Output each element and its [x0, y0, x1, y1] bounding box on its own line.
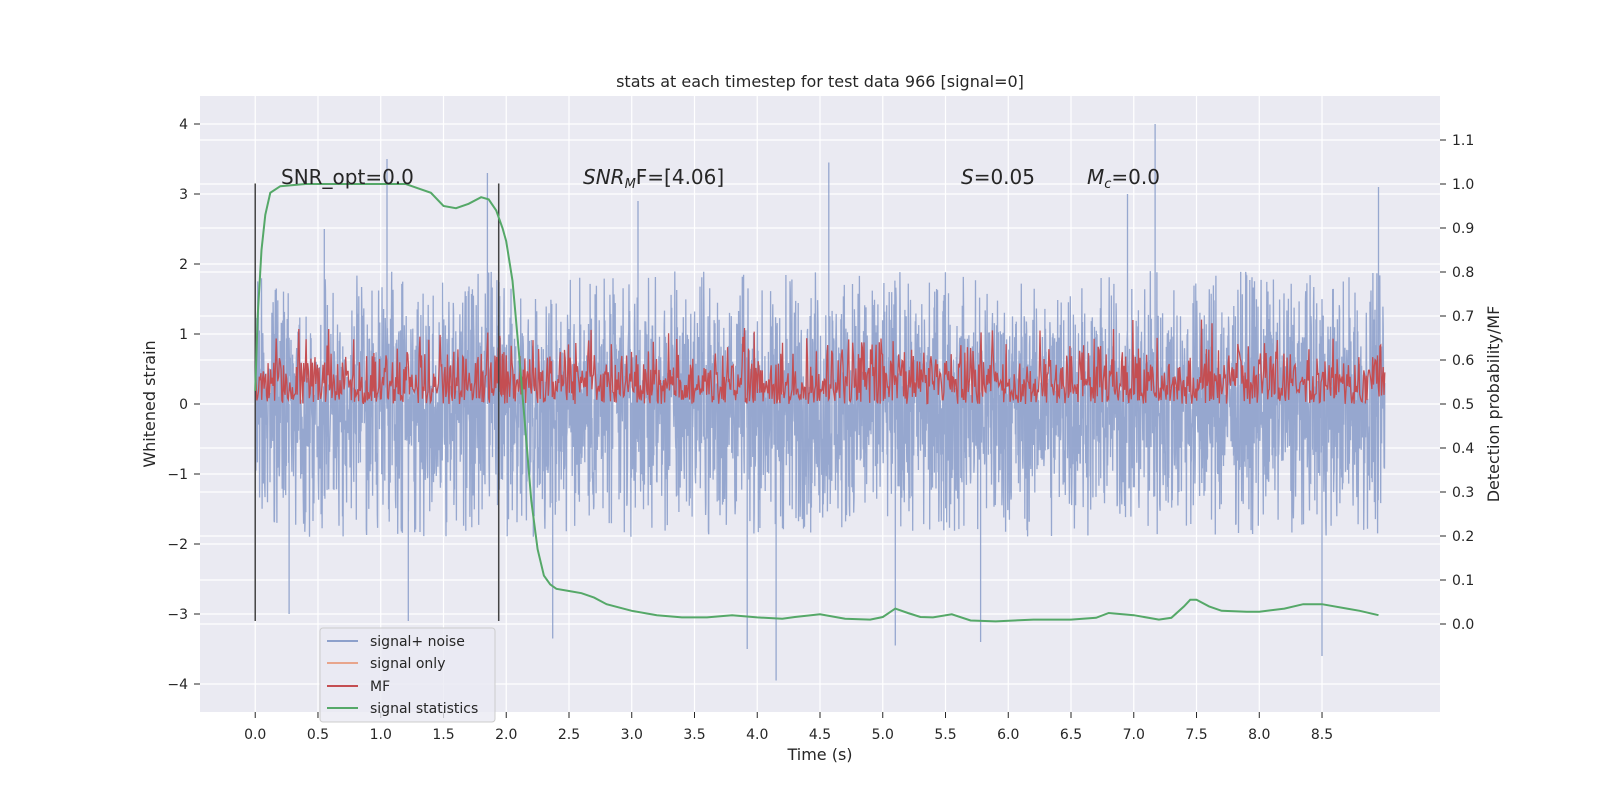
x-tick-label: 4.0	[746, 727, 768, 743]
left-axis-ticks: 4 3 2 1 0 −1 −2 −3 −4	[167, 117, 200, 693]
x-tick-label: 5.0	[872, 727, 894, 743]
x-tick-label: 1.5	[432, 727, 454, 743]
right-tick-label: 0.5	[1452, 397, 1474, 413]
legend-label-signal-noise: signal+ noise	[370, 634, 465, 650]
left-tick-label: 1	[179, 327, 188, 343]
legend-label-signal-statistics: signal statistics	[370, 701, 478, 717]
x-tick-label: 8.0	[1248, 727, 1270, 743]
vertical-markers	[254, 183, 500, 621]
left-tick-label: −3	[167, 607, 188, 623]
right-tick-label: 0.9	[1452, 221, 1474, 237]
annotation-s-stat: S=0.05	[961, 165, 1035, 189]
legend: signal+ noise signal only MF signal stat…	[319, 627, 496, 723]
mc-var: M	[1087, 165, 1104, 189]
left-tick-label: −1	[167, 467, 188, 483]
x-tick-label: 7.5	[1185, 727, 1207, 743]
y-axis-label: Whitened strain	[140, 340, 159, 467]
signal-noise-series	[254, 124, 1386, 681]
mc-rest: =0.0	[1111, 165, 1160, 189]
signal-noise-line	[254, 124, 1386, 681]
mf-series	[254, 319, 1386, 405]
chart-title: stats at each timestep for test data 966…	[616, 72, 1024, 91]
x-tick-label: 4.5	[809, 727, 831, 743]
signal-statistics-series	[254, 183, 1379, 623]
left-tick-label: −4	[167, 677, 188, 693]
legend-label-signal-only: signal only	[370, 656, 445, 672]
right-tick-label: 1.0	[1452, 177, 1474, 193]
right-tick-label: 0.2	[1452, 529, 1474, 545]
left-tick-label: 0	[179, 397, 188, 413]
x-tick-label: 3.0	[621, 727, 643, 743]
mf-line	[254, 319, 1386, 405]
legend-box	[319, 627, 496, 723]
x-axis-ticks: 0.0 0.5 1.0 1.5 2.0 2.5 3.0 3.5 4.0 4.5 5.0 5.5 6.0 6…	[244, 712, 1333, 743]
x-tick-label: 1.0	[370, 727, 392, 743]
annotation-snr-mf: SNRMF=[4.06]	[583, 165, 724, 192]
left-tick-label: 4	[179, 117, 188, 133]
right-axis-ticks: 1.1 1.0 0.9 0.8 0.7 0.6 0.5 0.4 0.3 0.2 0.1 0.0	[1440, 133, 1474, 633]
right-tick-label: 0.6	[1452, 353, 1474, 369]
right-tick-label: 0.7	[1452, 309, 1474, 325]
x-tick-label: 7.0	[1123, 727, 1145, 743]
snr-mf-base: SNR	[583, 165, 625, 189]
x-tick-label: 5.5	[934, 727, 956, 743]
right-tick-label: 0.1	[1452, 573, 1474, 589]
x-tick-label: 0.0	[244, 727, 266, 743]
mc-sub: c	[1104, 177, 1111, 192]
x-axis-label: Time (s)	[786, 745, 852, 764]
x-tick-label: 0.5	[307, 727, 329, 743]
x-tick-label: 3.5	[683, 727, 705, 743]
snr-mf-rest: F=[4.06]	[636, 165, 724, 189]
y-axis-right-label: Detection probability/MF	[1484, 306, 1503, 503]
s-stat-var: S	[961, 165, 974, 189]
x-tick-label: 2.0	[495, 727, 517, 743]
right-tick-label: 0.4	[1452, 441, 1474, 457]
right-tick-label: 1.1	[1452, 133, 1474, 149]
signal-statistics-line	[254, 183, 1379, 623]
legend-label-mf: MF	[370, 679, 390, 695]
left-tick-label: 3	[179, 187, 188, 203]
x-tick-label: 2.5	[558, 727, 580, 743]
x-tick-label: 6.0	[997, 727, 1019, 743]
left-tick-label: 2	[179, 257, 188, 273]
snr-mf-sub: M	[625, 177, 636, 192]
x-tick-label: 8.5	[1311, 727, 1333, 743]
s-stat-rest: =0.05	[974, 165, 1035, 189]
right-tick-label: 0.3	[1452, 485, 1474, 501]
right-tick-label: 0.0	[1452, 617, 1474, 633]
x-tick-label: 6.5	[1060, 727, 1082, 743]
annotation-mc: Mc=0.0	[1087, 165, 1160, 192]
right-tick-label: 0.8	[1452, 265, 1474, 281]
left-tick-label: −2	[167, 537, 188, 553]
annotation-snr-opt: SNR_opt=0.0	[281, 165, 414, 189]
